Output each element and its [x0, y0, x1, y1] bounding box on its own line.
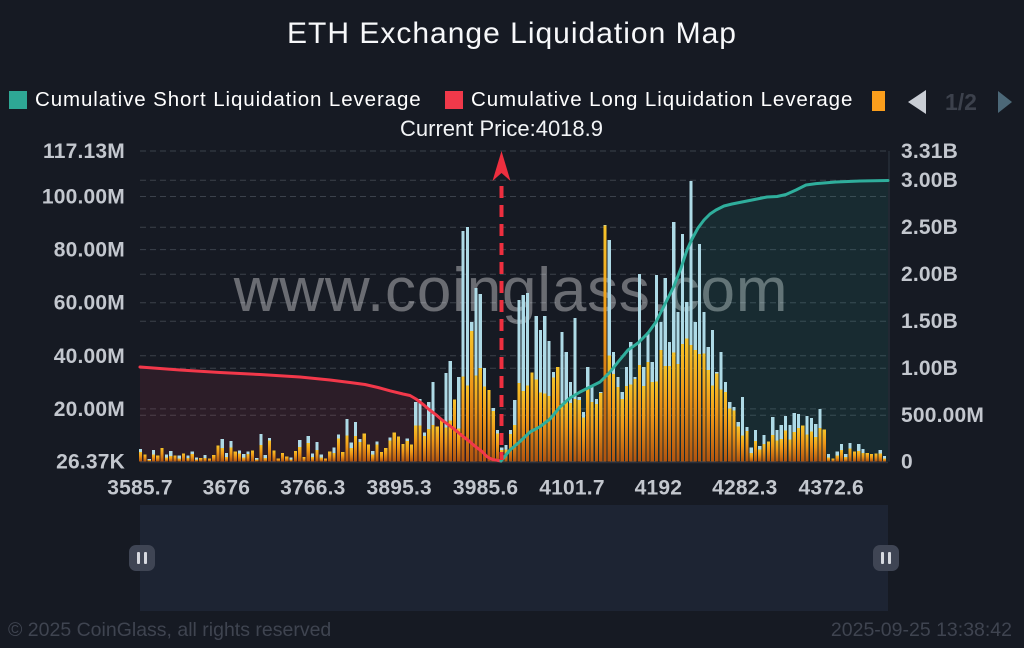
svg-text:4192: 4192	[635, 477, 683, 500]
svg-text:3676: 3676	[203, 477, 251, 500]
svg-text:100.00M: 100.00M	[42, 186, 125, 209]
svg-text:3.00B: 3.00B	[901, 169, 958, 192]
svg-text:www.coinglass.com: www.coinglass.com	[233, 256, 789, 325]
svg-text:2.00B: 2.00B	[901, 263, 958, 286]
svg-text:60.00M: 60.00M	[54, 292, 125, 315]
svg-text:0: 0	[901, 451, 913, 474]
svg-text:2.50B: 2.50B	[901, 216, 958, 239]
svg-text:3.31B: 3.31B	[901, 140, 958, 163]
svg-text:1.00B: 1.00B	[901, 357, 958, 380]
svg-text:20.00M: 20.00M	[54, 398, 125, 421]
svg-text:500.00M: 500.00M	[901, 404, 984, 427]
svg-text:80.00M: 80.00M	[54, 239, 125, 262]
svg-text:4282.3: 4282.3	[712, 477, 777, 500]
svg-text:3585.7: 3585.7	[107, 477, 172, 500]
svg-text:4372.6: 4372.6	[798, 477, 863, 500]
svg-text:26.37K: 26.37K	[56, 451, 125, 474]
svg-text:3985.6: 3985.6	[453, 477, 518, 500]
svg-text:3895.3: 3895.3	[366, 477, 431, 500]
svg-text:3766.3: 3766.3	[280, 477, 345, 500]
svg-text:117.13M: 117.13M	[43, 140, 125, 163]
svg-text:1.50B: 1.50B	[901, 310, 958, 333]
svg-text:4101.7: 4101.7	[539, 477, 604, 500]
svg-text:40.00M: 40.00M	[54, 345, 125, 368]
